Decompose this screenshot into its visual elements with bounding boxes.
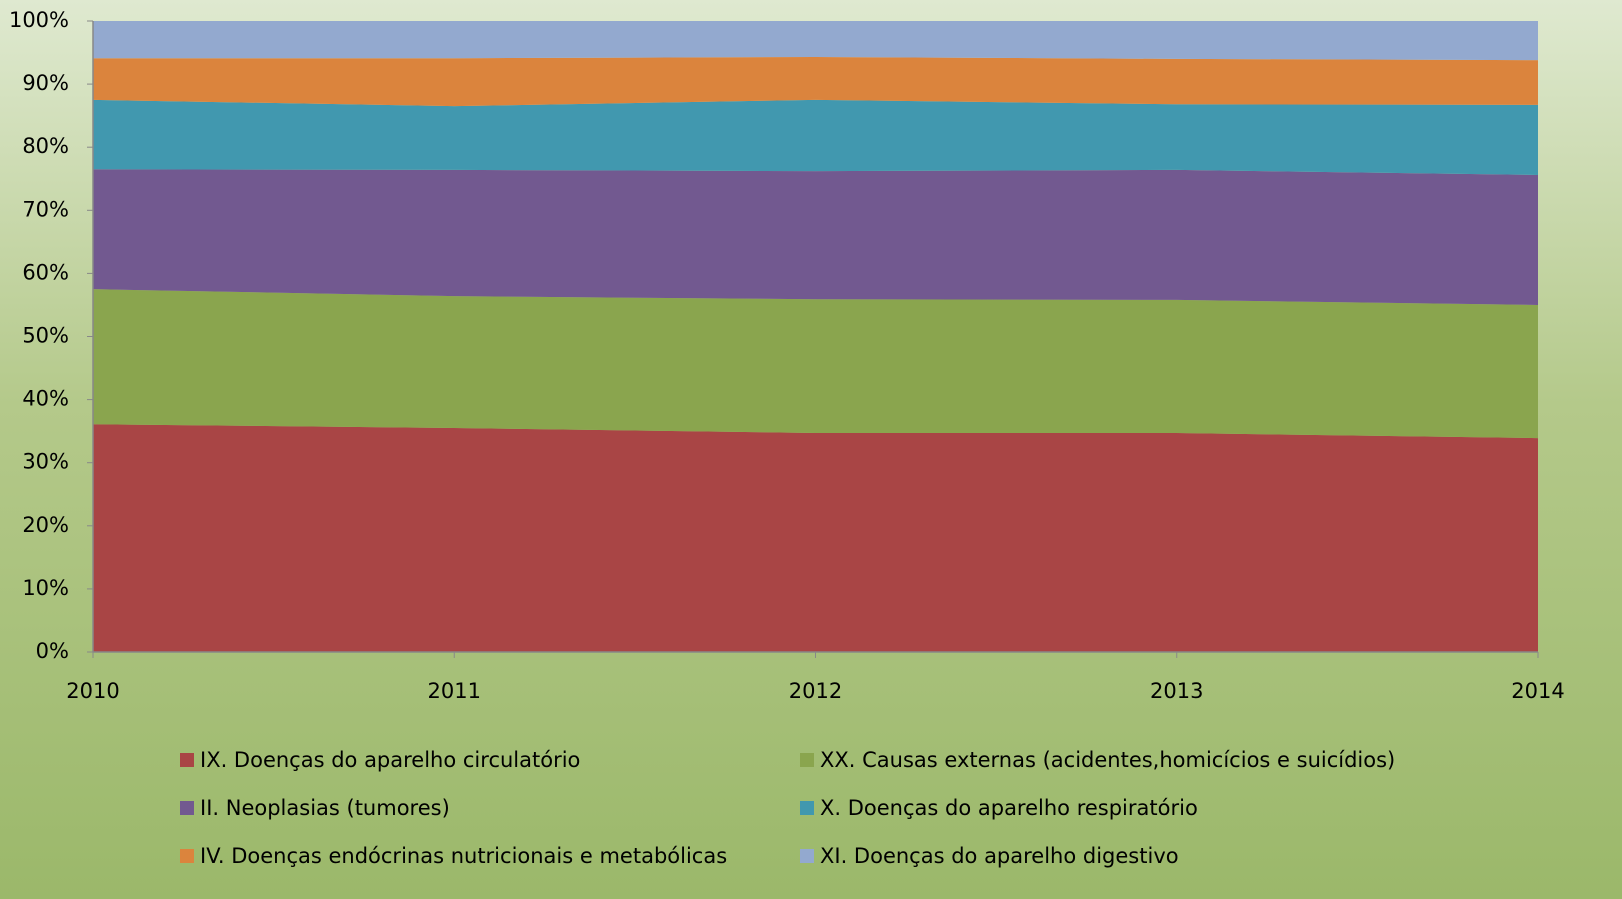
legend-swatch [800,753,814,767]
area [93,289,1538,439]
y-tick-label: 50% [22,324,69,348]
y-tick-label: 80% [22,134,69,158]
legend-label: IX. Doenças do aparelho circulatório [200,748,580,772]
legend-swatch [800,801,814,815]
x-tick-label: 2012 [789,679,842,703]
legend-swatch [180,849,194,863]
legend-swatch [800,849,814,863]
y-tick-label: 90% [22,71,69,95]
legend-label: XI. Doenças do aparelho digestivo [820,844,1179,868]
legend-swatch [180,801,194,815]
y-tick-label: 20% [22,513,69,537]
y-tick-label: 60% [22,260,69,284]
legend-label: XX. Causas externas (acidentes,homicício… [820,748,1395,772]
y-tick-label: 100% [9,8,69,32]
y-tick-label: 40% [22,387,69,411]
legend-label: II. Neoplasias (tumores) [200,796,450,820]
x-tick-label: 2013 [1150,679,1203,703]
legend-label: IV. Doenças endócrinas nutricionais e me… [200,844,727,868]
area [93,21,1538,61]
legend-label: X. Doenças do aparelho respiratório [820,796,1198,820]
legend-swatch [180,753,194,767]
y-tick-label: 70% [22,197,69,221]
area [93,169,1538,305]
y-tick-label: 0% [36,639,69,663]
area [93,99,1538,175]
y-tick-label: 30% [22,450,69,474]
area [93,424,1538,652]
area [93,56,1538,107]
x-tick-label: 2011 [428,679,481,703]
x-tick-label: 2014 [1511,679,1564,703]
x-tick-label: 2010 [66,679,119,703]
y-tick-label: 10% [22,576,69,600]
